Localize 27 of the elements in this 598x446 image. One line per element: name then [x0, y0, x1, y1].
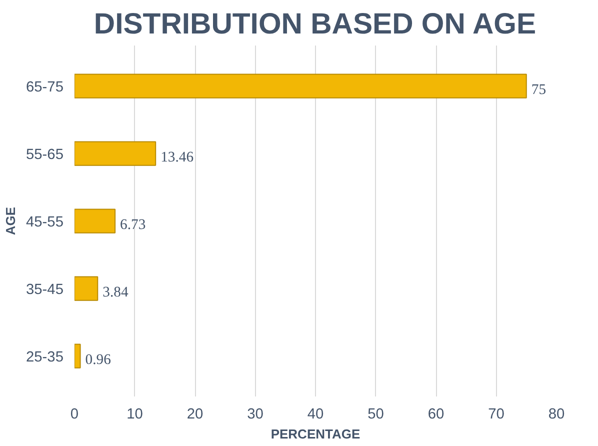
data-label: 75 — [531, 82, 546, 98]
y-axis-title: AGE — [3, 206, 18, 236]
x-tick-label: 0 — [70, 406, 79, 422]
x-tick-label: 20 — [186, 406, 204, 422]
x-tick-label: 60 — [428, 406, 444, 422]
y-tick-label: 65-75 — [26, 80, 64, 96]
y-tick-label: 45-55 — [26, 214, 64, 230]
x-tick-label: 70 — [488, 406, 504, 422]
chart-title: DISTRIBUTION BASED ON AGE — [94, 8, 536, 40]
bar — [74, 344, 81, 368]
x-axis-title: PERCENTAGE — [270, 426, 360, 442]
data-label: 0.96 — [85, 352, 111, 368]
x-tick-label: 10 — [126, 406, 143, 422]
y-tick-label: 55-65 — [26, 147, 64, 163]
y-tick-label: 25-35 — [26, 350, 64, 366]
data-label: 3.84 — [102, 284, 129, 300]
x-tick-label: 50 — [368, 406, 384, 422]
data-label: 13.46 — [160, 150, 194, 166]
x-tick-label: 80 — [548, 406, 565, 422]
bar — [74, 208, 116, 234]
bar — [74, 141, 156, 166]
y-tick-label: 35-45 — [26, 282, 64, 298]
data-label: 6.73 — [120, 217, 146, 233]
x-tick-label: 40 — [307, 406, 324, 422]
bar — [74, 74, 527, 98]
x-tick-label: 30 — [247, 406, 264, 422]
bar — [74, 276, 98, 301]
